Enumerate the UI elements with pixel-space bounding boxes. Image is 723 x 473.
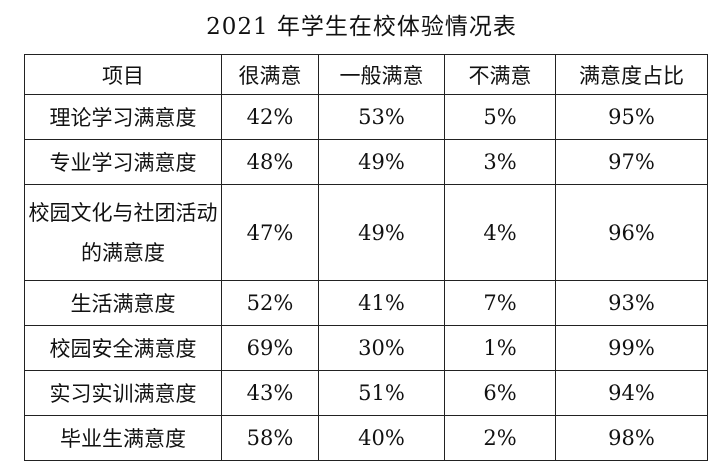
cell-dissatisfied: 3% xyxy=(444,139,556,185)
cell-satisfaction-ratio: 99% xyxy=(555,325,708,371)
cell-satisfaction-ratio: 96% xyxy=(555,184,708,281)
row-label: 毕业生满意度 xyxy=(24,415,222,461)
cell-fairly-satisfied: 30% xyxy=(318,325,445,371)
header-row: 项目 很满意 一般满意 不满意 满意度占比 xyxy=(24,54,708,95)
cell-very-satisfied: 69% xyxy=(221,325,319,371)
row-label: 校园安全满意度 xyxy=(24,325,222,371)
row-label: 实习实训满意度 xyxy=(24,370,222,416)
cell-satisfaction-ratio: 93% xyxy=(555,280,708,326)
cell-fairly-satisfied: 49% xyxy=(318,139,445,185)
cell-very-satisfied: 58% xyxy=(221,415,319,461)
cell-satisfaction-ratio: 97% xyxy=(555,139,708,185)
table-row: 生活满意度 52% 41% 7% 93% xyxy=(24,280,708,326)
cell-fairly-satisfied: 49% xyxy=(318,184,445,281)
column-header-fairly-satisfied: 一般满意 xyxy=(318,54,445,95)
table-row: 实习实训满意度 43% 51% 6% 94% xyxy=(24,370,708,416)
cell-very-satisfied: 52% xyxy=(221,280,319,326)
row-label: 专业学习满意度 xyxy=(24,139,222,185)
cell-fairly-satisfied: 41% xyxy=(318,280,445,326)
row-label: 理论学习满意度 xyxy=(24,94,222,140)
table-row: 校园文化与社团活动的满意度 47% 49% 4% 96% xyxy=(24,184,708,281)
cell-dissatisfied: 6% xyxy=(444,370,556,416)
cell-dissatisfied: 4% xyxy=(444,184,556,281)
row-label: 校园文化与社团活动的满意度 xyxy=(24,184,222,281)
table-title: 2021 年学生在校体验情况表 xyxy=(206,14,517,40)
row-label: 生活满意度 xyxy=(24,280,222,326)
cell-dissatisfied: 1% xyxy=(444,325,556,371)
cell-very-satisfied: 42% xyxy=(221,94,319,140)
cell-fairly-satisfied: 51% xyxy=(318,370,445,416)
cell-fairly-satisfied: 40% xyxy=(318,415,445,461)
cell-very-satisfied: 48% xyxy=(221,139,319,185)
table-row: 校园安全满意度 69% 30% 1% 99% xyxy=(24,325,708,371)
column-header-dissatisfied: 不满意 xyxy=(444,54,556,95)
table-row: 专业学习满意度 48% 49% 3% 97% xyxy=(24,139,708,185)
cell-satisfaction-ratio: 98% xyxy=(555,415,708,461)
cell-satisfaction-ratio: 95% xyxy=(555,94,708,140)
cell-very-satisfied: 47% xyxy=(221,184,319,281)
cell-very-satisfied: 43% xyxy=(221,370,319,416)
cell-dissatisfied: 7% xyxy=(444,280,556,326)
column-header-item: 项目 xyxy=(24,54,222,95)
cell-dissatisfied: 5% xyxy=(444,94,556,140)
cell-fairly-satisfied: 53% xyxy=(318,94,445,140)
table-row: 毕业生满意度 58% 40% 2% 98% xyxy=(24,415,708,461)
cell-satisfaction-ratio: 94% xyxy=(555,370,708,416)
satisfaction-table: 项目 很满意 一般满意 不满意 满意度占比 理论学习满意度 42% 53% 5%… xyxy=(24,54,708,461)
column-header-satisfaction-ratio: 满意度占比 xyxy=(555,54,708,95)
cell-dissatisfied: 2% xyxy=(444,415,556,461)
column-header-very-satisfied: 很满意 xyxy=(221,54,319,95)
table-row: 理论学习满意度 42% 53% 5% 95% xyxy=(24,94,708,140)
